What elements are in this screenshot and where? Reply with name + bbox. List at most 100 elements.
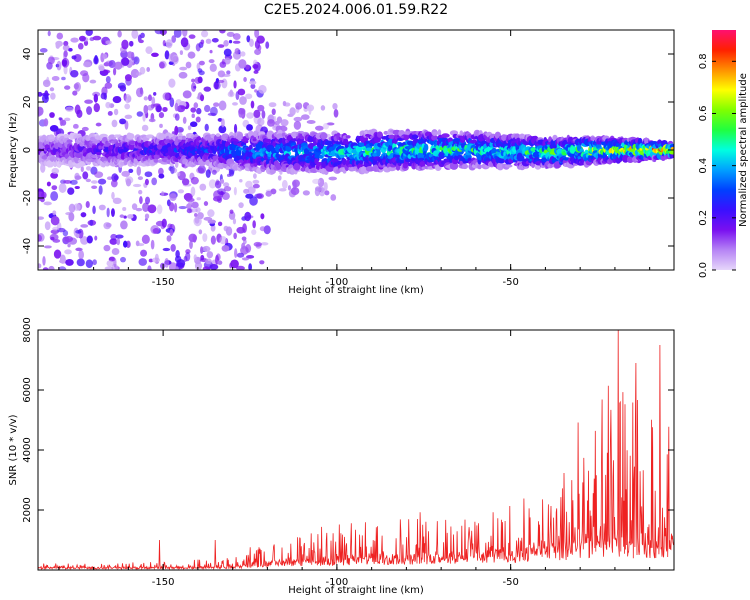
spectrogram-blob [234, 47, 240, 55]
spectrogram-blob [165, 39, 173, 49]
spectrogram-band-cell [320, 132, 328, 140]
spectrogram-blob [226, 173, 232, 178]
spectrogram-blob [235, 91, 240, 100]
spectrogram-blob [158, 173, 165, 179]
spectrogram-blob [64, 235, 74, 243]
spectrogram-blob [254, 39, 261, 50]
spectrogram-blob [205, 258, 212, 265]
snr-ylabel: SNR (10 * v/v) [8, 414, 19, 485]
x-tick-label: -50 [502, 277, 518, 288]
spectrogram-band-cell [365, 147, 372, 152]
spectrogram-blob [198, 60, 205, 66]
spectrogram-blob [159, 61, 165, 69]
spectrogram-blob [80, 212, 87, 218]
spectrogram-blob [94, 171, 104, 179]
spectrogram-blob [169, 228, 174, 237]
spectrogram-blob [195, 207, 201, 213]
spectrogram-blob [226, 70, 231, 75]
spectrogram-blob [156, 105, 162, 113]
spectrogram-blob [208, 59, 215, 64]
spectrogram-blob [320, 105, 326, 111]
spectrogram-blob [124, 176, 134, 184]
spectrogram-blob [64, 117, 71, 122]
spectrogram-blob [214, 180, 222, 189]
spectrogram-blob [86, 106, 93, 115]
spectrogram-blob [98, 185, 103, 195]
spectrogram-blob [110, 233, 118, 241]
spectrogram-blob [196, 62, 201, 71]
spectrogram-band-cell [253, 162, 258, 168]
spectrogram-blob [250, 100, 255, 109]
spectrogram-blob [217, 79, 225, 84]
spectrogram-blob [199, 183, 207, 191]
spectrogram-blob [213, 81, 221, 90]
spectrogram-blob [290, 187, 300, 196]
spectrogram-blob [41, 191, 47, 199]
spectrogram-blob [61, 57, 70, 68]
spectrogram-blob [93, 56, 99, 65]
spectrogram-blob [141, 234, 150, 245]
spectrogram-blob [230, 259, 239, 269]
spectrogram-blob [169, 193, 177, 202]
spectrogram-band-cell [517, 154, 525, 162]
spectrogram-blob [75, 247, 82, 251]
spectrogram-blob [257, 104, 265, 112]
spectrogram-blob [289, 107, 296, 116]
spectrogram-blob [123, 215, 127, 219]
spectrogram-band-cell [66, 139, 73, 143]
spectrogram-blob [252, 183, 260, 189]
spectrogram-blob [142, 112, 146, 122]
spectrogram-blob [232, 40, 241, 44]
snr-panel: -150 -100 -50 2000 4000 6000 8000 Height of st… [8, 317, 675, 596]
spectrogram-blob [232, 102, 238, 106]
spectrogram-blob [190, 107, 197, 113]
spectrogram-blob [221, 118, 225, 128]
spectrogram-band-cell [158, 133, 166, 141]
spectrogram-band-cell [477, 163, 482, 170]
spectrogram-blob [198, 229, 203, 235]
spectrogram-data [38, 30, 674, 270]
spectrogram-blob [195, 116, 201, 123]
spectrogram-blob [238, 59, 247, 69]
spectrogram-blob [92, 259, 97, 266]
spectrogram-blob [213, 102, 220, 107]
spectrogram-band-cell [95, 151, 102, 156]
spectrogram-blob [111, 119, 118, 128]
spectrogram-blob [97, 178, 107, 185]
spectrogram-blob [151, 96, 156, 106]
spectrogram-band-cell [497, 158, 506, 164]
spectrogram-blob [246, 124, 253, 131]
spectrogram-blob [145, 46, 153, 55]
spectrogram-band-cell [376, 148, 381, 157]
spectrogram-blob [59, 254, 66, 264]
spectrogram-blob [223, 186, 232, 192]
spectrogram-blob [238, 107, 246, 115]
spectrogram-blob [314, 187, 321, 197]
spectrogram-blob [132, 183, 142, 188]
spectrogram-blob [119, 118, 127, 125]
spectrogram-blob [271, 108, 276, 116]
spectrogram-blob [206, 251, 214, 259]
spectrogram-blob [162, 106, 168, 112]
spectrogram-blob [174, 266, 179, 270]
spectrogram-blob [161, 218, 167, 228]
spectrogram-blob [64, 249, 72, 255]
spectrogram-blob [68, 203, 76, 213]
spectrogram-blob [55, 40, 63, 47]
spectrogram-blob [43, 201, 52, 206]
y-tick-label: 40 [22, 48, 33, 61]
spectrogram-blob [168, 202, 175, 212]
spectrogram-blob [187, 125, 192, 131]
spectrogram-blob [93, 102, 100, 113]
spectrogram-band-cell [174, 160, 179, 168]
spectrogram-blob [115, 234, 124, 239]
spectrogram-blob [200, 254, 205, 261]
spectrogram-blob [229, 209, 234, 214]
spectrogram-blob [151, 177, 158, 186]
spectrogram-blob [75, 233, 80, 239]
spectrogram-blob [112, 67, 117, 76]
spectrogram-blob [233, 80, 237, 89]
spectrogram-blob [148, 118, 156, 123]
spectrogram-blob [259, 226, 266, 232]
spectrogram-blob [200, 39, 205, 45]
